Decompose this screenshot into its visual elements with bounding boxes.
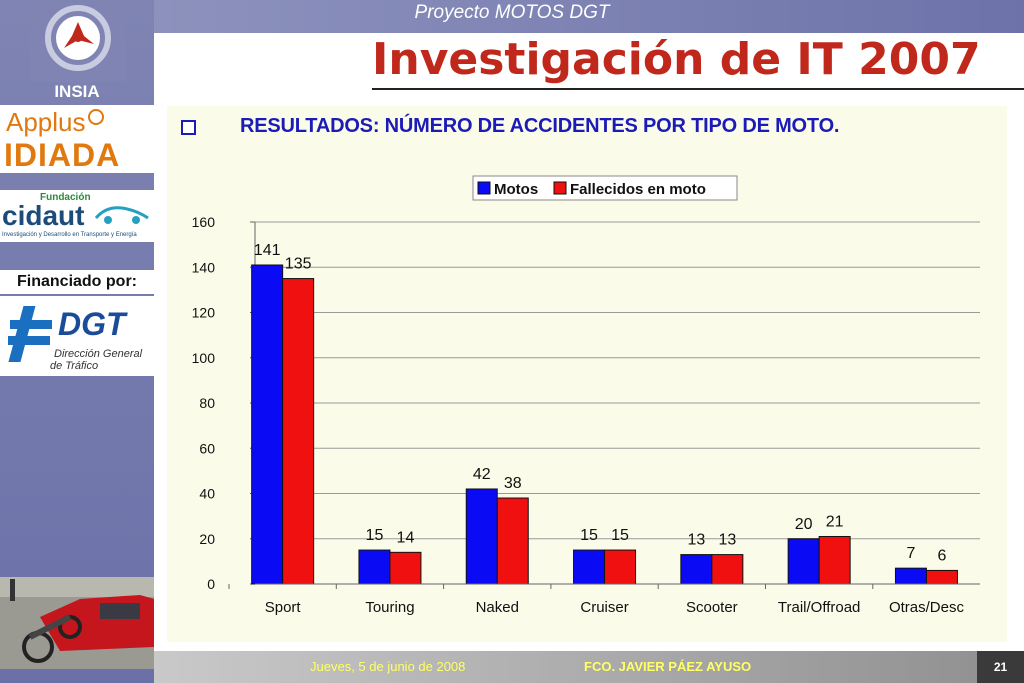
top-bar <box>154 0 1024 33</box>
project-title: Proyecto MOTOS DGT <box>414 2 610 23</box>
chart-subtitle: RESULTADOS: NÚMERO DE ACCIDENTES POR TIP… <box>240 115 840 137</box>
cidaut-label: cidaut <box>2 200 85 231</box>
legend-box <box>472 175 738 201</box>
y-tick-label: 100 <box>192 350 216 366</box>
bar-motos-2 <box>465 488 498 585</box>
page-number: 21 <box>977 651 1024 683</box>
dgt-line1: Dirección General <box>54 348 143 360</box>
dgt-logo: DGT Dirección General de Tráfico <box>0 296 154 376</box>
y-axis: 0 20 40 60 80 100 120 140 160 <box>192 214 256 592</box>
y-tick-label: 0 <box>207 576 215 592</box>
cidaut-foundation: Fundación <box>40 192 91 203</box>
data-label: 141 <box>254 242 281 259</box>
data-label: 14 <box>397 529 415 546</box>
insia-label: INSIA <box>54 82 100 101</box>
data-label: 6 <box>937 547 946 564</box>
x-axis: Sport Touring Naked Cruiser Scooter Trail/Off… <box>228 583 980 616</box>
bar-fallecidos-1 <box>389 551 422 585</box>
applus-idiada-logo: Applus IDIADA <box>0 105 154 173</box>
funded-by-label: Financiado por: <box>0 270 154 294</box>
bar-fallecidos-3 <box>604 549 637 585</box>
checkbox-bullet-icon <box>181 120 196 135</box>
x-tick-label: Scooter <box>686 599 738 616</box>
y-tick-label: 160 <box>192 214 216 230</box>
y-tick-label: 80 <box>199 395 215 411</box>
bar-motos-5 <box>787 538 820 585</box>
accident-photo <box>0 577 154 669</box>
bar-fallecidos-5 <box>818 535 851 585</box>
bar-fallecidos-2 <box>496 497 529 585</box>
data-label: 20 <box>795 516 813 533</box>
plus-icon <box>88 109 104 125</box>
chart-legend: Motos Fallecidos en moto <box>472 175 738 201</box>
car-icon <box>94 206 149 224</box>
y-tick-label: 140 <box>192 259 216 275</box>
bar-motos-3 <box>573 549 606 585</box>
insia-emblem-icon <box>45 5 111 71</box>
bar-motos-6 <box>894 567 927 585</box>
y-tick-label: 60 <box>199 440 215 456</box>
idiada-label: IDIADA <box>4 137 121 173</box>
x-tick-label: Otras/Desc <box>889 599 965 616</box>
x-tick-label: Naked <box>476 599 519 616</box>
bar-fallecidos-0 <box>282 278 315 585</box>
data-label: 15 <box>366 527 384 544</box>
y-tick-label: 40 <box>199 486 215 502</box>
data-label: 135 <box>285 256 312 273</box>
legend-label: Motos <box>494 181 538 198</box>
legend-swatch <box>477 181 491 195</box>
sidebar: INSIA Applus IDIADA Fundación cidaut Inv… <box>0 0 154 683</box>
data-label: 21 <box>826 513 844 530</box>
x-tick-label: Touring <box>365 599 414 616</box>
insia-logo <box>30 0 126 82</box>
x-tick-label: Cruiser <box>580 599 628 616</box>
legend-swatch <box>553 181 567 195</box>
footer-bar <box>154 651 1024 683</box>
cidaut-tagline: Investigación y Desarrollo en Transporte… <box>2 232 137 238</box>
title-divider <box>372 88 1024 90</box>
footer-date: Jueves, 5 de junio de 2008 <box>310 659 466 674</box>
bar-motos-4 <box>680 554 713 585</box>
page-title: Investigación de IT 2007 <box>372 34 981 85</box>
bar-fallecidos-4 <box>711 554 744 585</box>
dgt-emblem-icon <box>8 306 52 362</box>
dgt-label: DGT <box>58 306 126 342</box>
x-tick-label: Sport <box>265 599 302 616</box>
data-label: 7 <box>906 545 915 562</box>
footer-author: FCO. JAVIER PÁEZ AYUSO <box>584 659 752 674</box>
x-tick-label: Trail/Offroad <box>778 599 861 616</box>
bar-motos-1 <box>358 549 391 585</box>
data-label: 15 <box>611 527 629 544</box>
data-label: 15 <box>580 527 598 544</box>
data-label: 38 <box>504 475 522 492</box>
data-label: 13 <box>687 532 705 549</box>
applus-label: Applus <box>6 107 86 137</box>
cidaut-logo: Fundación cidaut Investigación y Desarro… <box>0 190 154 242</box>
dgt-line2: de Tráfico <box>50 360 99 372</box>
bar-fallecidos-6 <box>925 569 958 585</box>
data-label: 42 <box>473 466 491 483</box>
bar-motos-0 <box>251 264 284 585</box>
data-label: 13 <box>718 532 736 549</box>
y-tick-label: 20 <box>199 531 215 547</box>
legend-label: Fallecidos en moto <box>570 181 706 198</box>
y-tick-label: 120 <box>192 305 216 321</box>
